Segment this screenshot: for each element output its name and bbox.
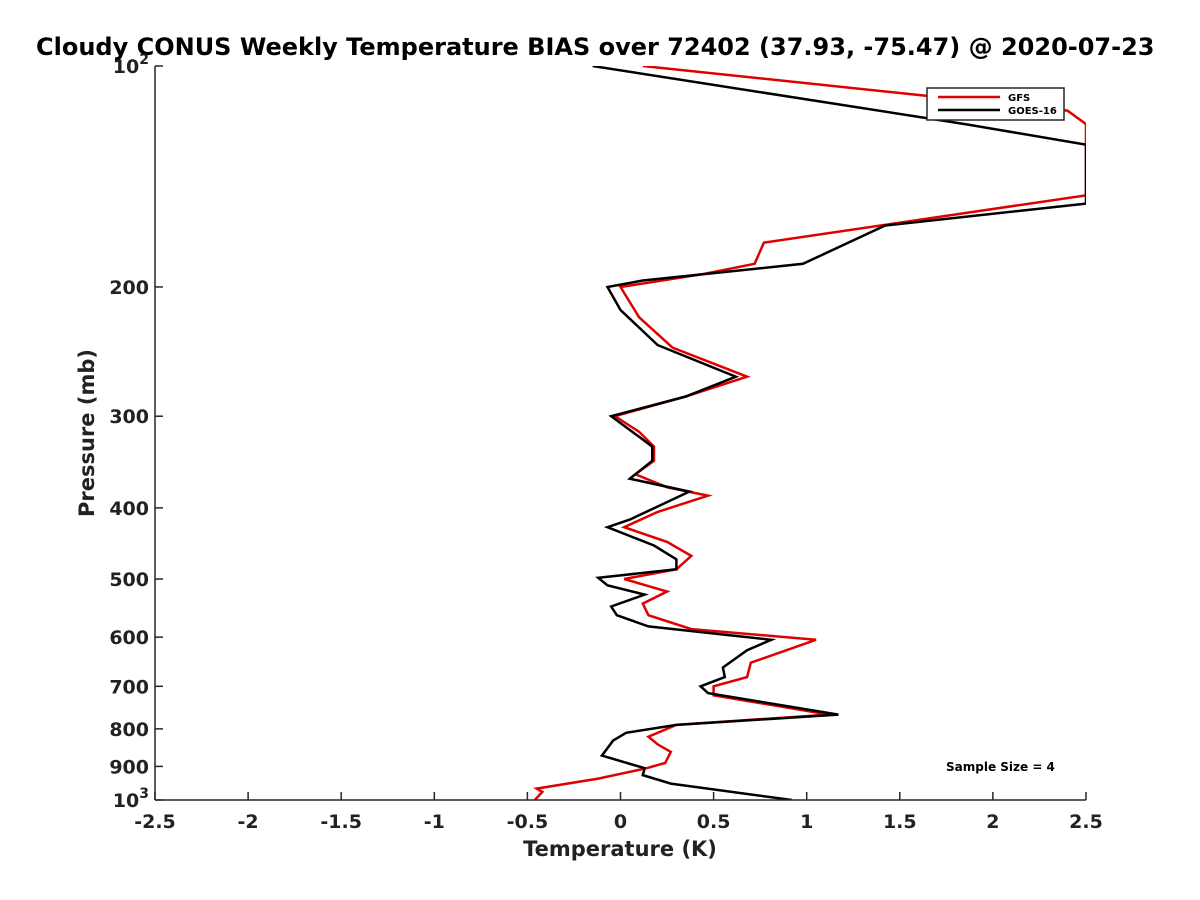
x-tick-label: 1 (800, 811, 813, 833)
y-tick-label: 300 (109, 406, 149, 428)
x-tick-label: -1 (424, 811, 445, 833)
x-tick-label: 2 (986, 811, 999, 833)
y-axis-label: Pressure (mb) (75, 349, 99, 517)
y-ticks: 102 200 300 400 500 600 700 800 900 103 (109, 52, 163, 812)
x-tick-label: 0.5 (697, 811, 731, 833)
x-tick-label: -2.5 (134, 811, 176, 833)
legend-label-goes16: GOES-16 (1008, 106, 1057, 117)
y-tick-label: 500 (109, 569, 149, 591)
x-ticks: -2.5 -2 -1.5 -1 -0.5 0 0.5 1 1.5 2 2.5 (134, 792, 1103, 833)
series-group (533, 66, 1086, 800)
legend-box (926, 87, 1065, 121)
y-tick-label: 700 (109, 676, 149, 698)
x-tick-label: -2 (238, 811, 259, 833)
sample-size-annotation: Sample Size = 4 (946, 760, 1055, 774)
legend-label-gfs: GFS (1008, 93, 1030, 104)
x-tick-label: 2.5 (1069, 811, 1103, 833)
x-tick-label: -1.5 (320, 811, 362, 833)
y-tick-label: 900 (109, 756, 149, 778)
y-tick-label: 800 (109, 719, 149, 741)
legend: GFS GOES-16 (926, 87, 1065, 121)
axes-group (154, 66, 1086, 801)
series-line-goes16 (592, 66, 1086, 800)
x-tick-label: -0.5 (507, 811, 549, 833)
y-tick-label: 200 (109, 277, 149, 299)
y-tick-label: 600 (109, 627, 149, 649)
x-axis-label: Temperature (K) (523, 837, 717, 861)
y-tick-label: 103 (113, 786, 149, 812)
series-line-gfs (533, 66, 1086, 800)
y-tick-label: 400 (109, 498, 149, 520)
chart-title: Cloudy CONUS Weekly Temperature BIAS ove… (36, 33, 1154, 61)
x-tick-label: 0 (614, 811, 627, 833)
x-tick-label: 1.5 (883, 811, 917, 833)
y-tick-label: 102 (113, 52, 149, 78)
